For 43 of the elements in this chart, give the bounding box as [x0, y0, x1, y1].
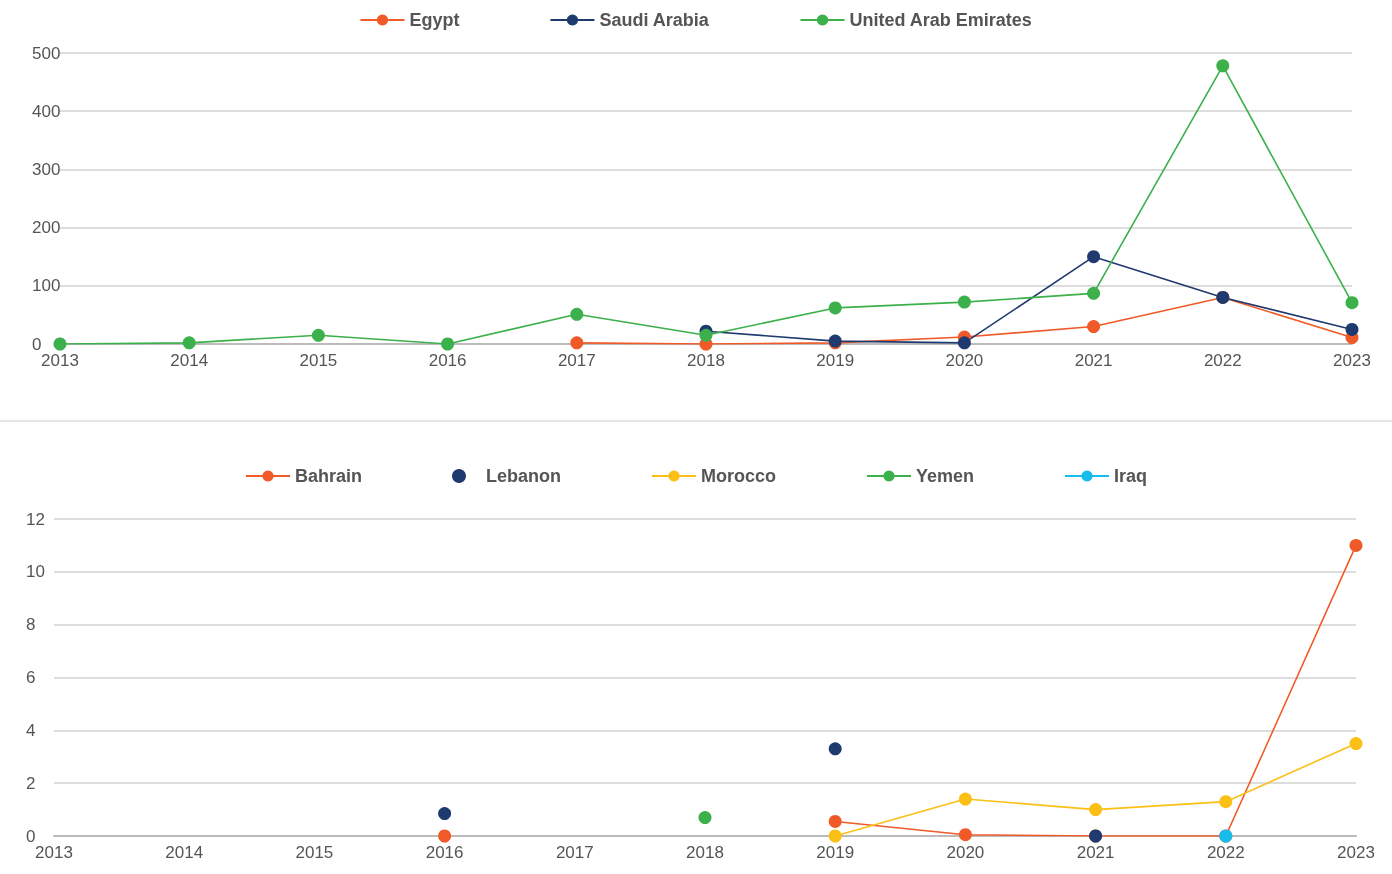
- legend-label: Saudi Arabia: [599, 10, 710, 30]
- legend-label: Yemen: [915, 466, 975, 486]
- x-tick-label: 2019: [816, 843, 855, 862]
- x-tick-label: 2021: [1074, 351, 1113, 370]
- y-tick-label: 0: [32, 334, 42, 354]
- x-tick-label: 2021: [1076, 843, 1115, 862]
- legend-label: Iraq: [1114, 466, 1148, 486]
- x-tick-label: 2022: [1203, 351, 1242, 370]
- x-tick-label: 2018: [686, 843, 724, 862]
- x-tick-label: 2017: [557, 351, 596, 370]
- legend-label: Bahrain: [294, 466, 362, 486]
- x-tick-label: 2013: [41, 351, 79, 370]
- x-tick-label: 2014: [170, 351, 209, 370]
- x-tick-label: 2017: [555, 843, 594, 862]
- y-tick-label: 300: [32, 159, 61, 179]
- legend-label: United Arab Emirates: [849, 10, 1032, 30]
- x-tick-label: 2015: [299, 351, 338, 370]
- x-tick-label: 2019: [816, 351, 855, 370]
- x-tick-label: 2018: [687, 351, 725, 370]
- x-tick-label: 2014: [165, 843, 204, 862]
- y-tick-label: 500: [32, 43, 61, 63]
- x-tick-label: 2023: [1337, 843, 1375, 862]
- y-tick-label: 200: [32, 218, 61, 238]
- x-tick-label: 2013: [35, 843, 73, 862]
- y-tick-label: 12: [26, 509, 45, 529]
- y-tick-label: 400: [32, 101, 61, 121]
- x-tick-label: 2020: [945, 351, 984, 370]
- legend-label: Morocco: [700, 466, 776, 486]
- x-tick-label: 2022: [1206, 843, 1245, 862]
- y-tick-label: 10: [26, 562, 45, 582]
- x-tick-label: 2016: [425, 843, 464, 862]
- y-tick-label: 6: [26, 668, 36, 687]
- x-tick-label: 2020: [946, 843, 985, 862]
- y-tick-label: 8: [26, 615, 36, 635]
- legend-label: Egypt: [409, 10, 460, 30]
- x-tick-label: 2015: [295, 843, 334, 862]
- legend-label: Lebanon: [485, 466, 561, 486]
- y-tick-label: 100: [32, 276, 61, 296]
- y-tick-label: 0: [26, 826, 36, 846]
- x-tick-label: 2016: [428, 351, 467, 370]
- x-tick-label: 2023: [1333, 351, 1371, 370]
- y-tick-label: 2: [26, 773, 36, 793]
- y-tick-label: 4: [26, 720, 36, 740]
